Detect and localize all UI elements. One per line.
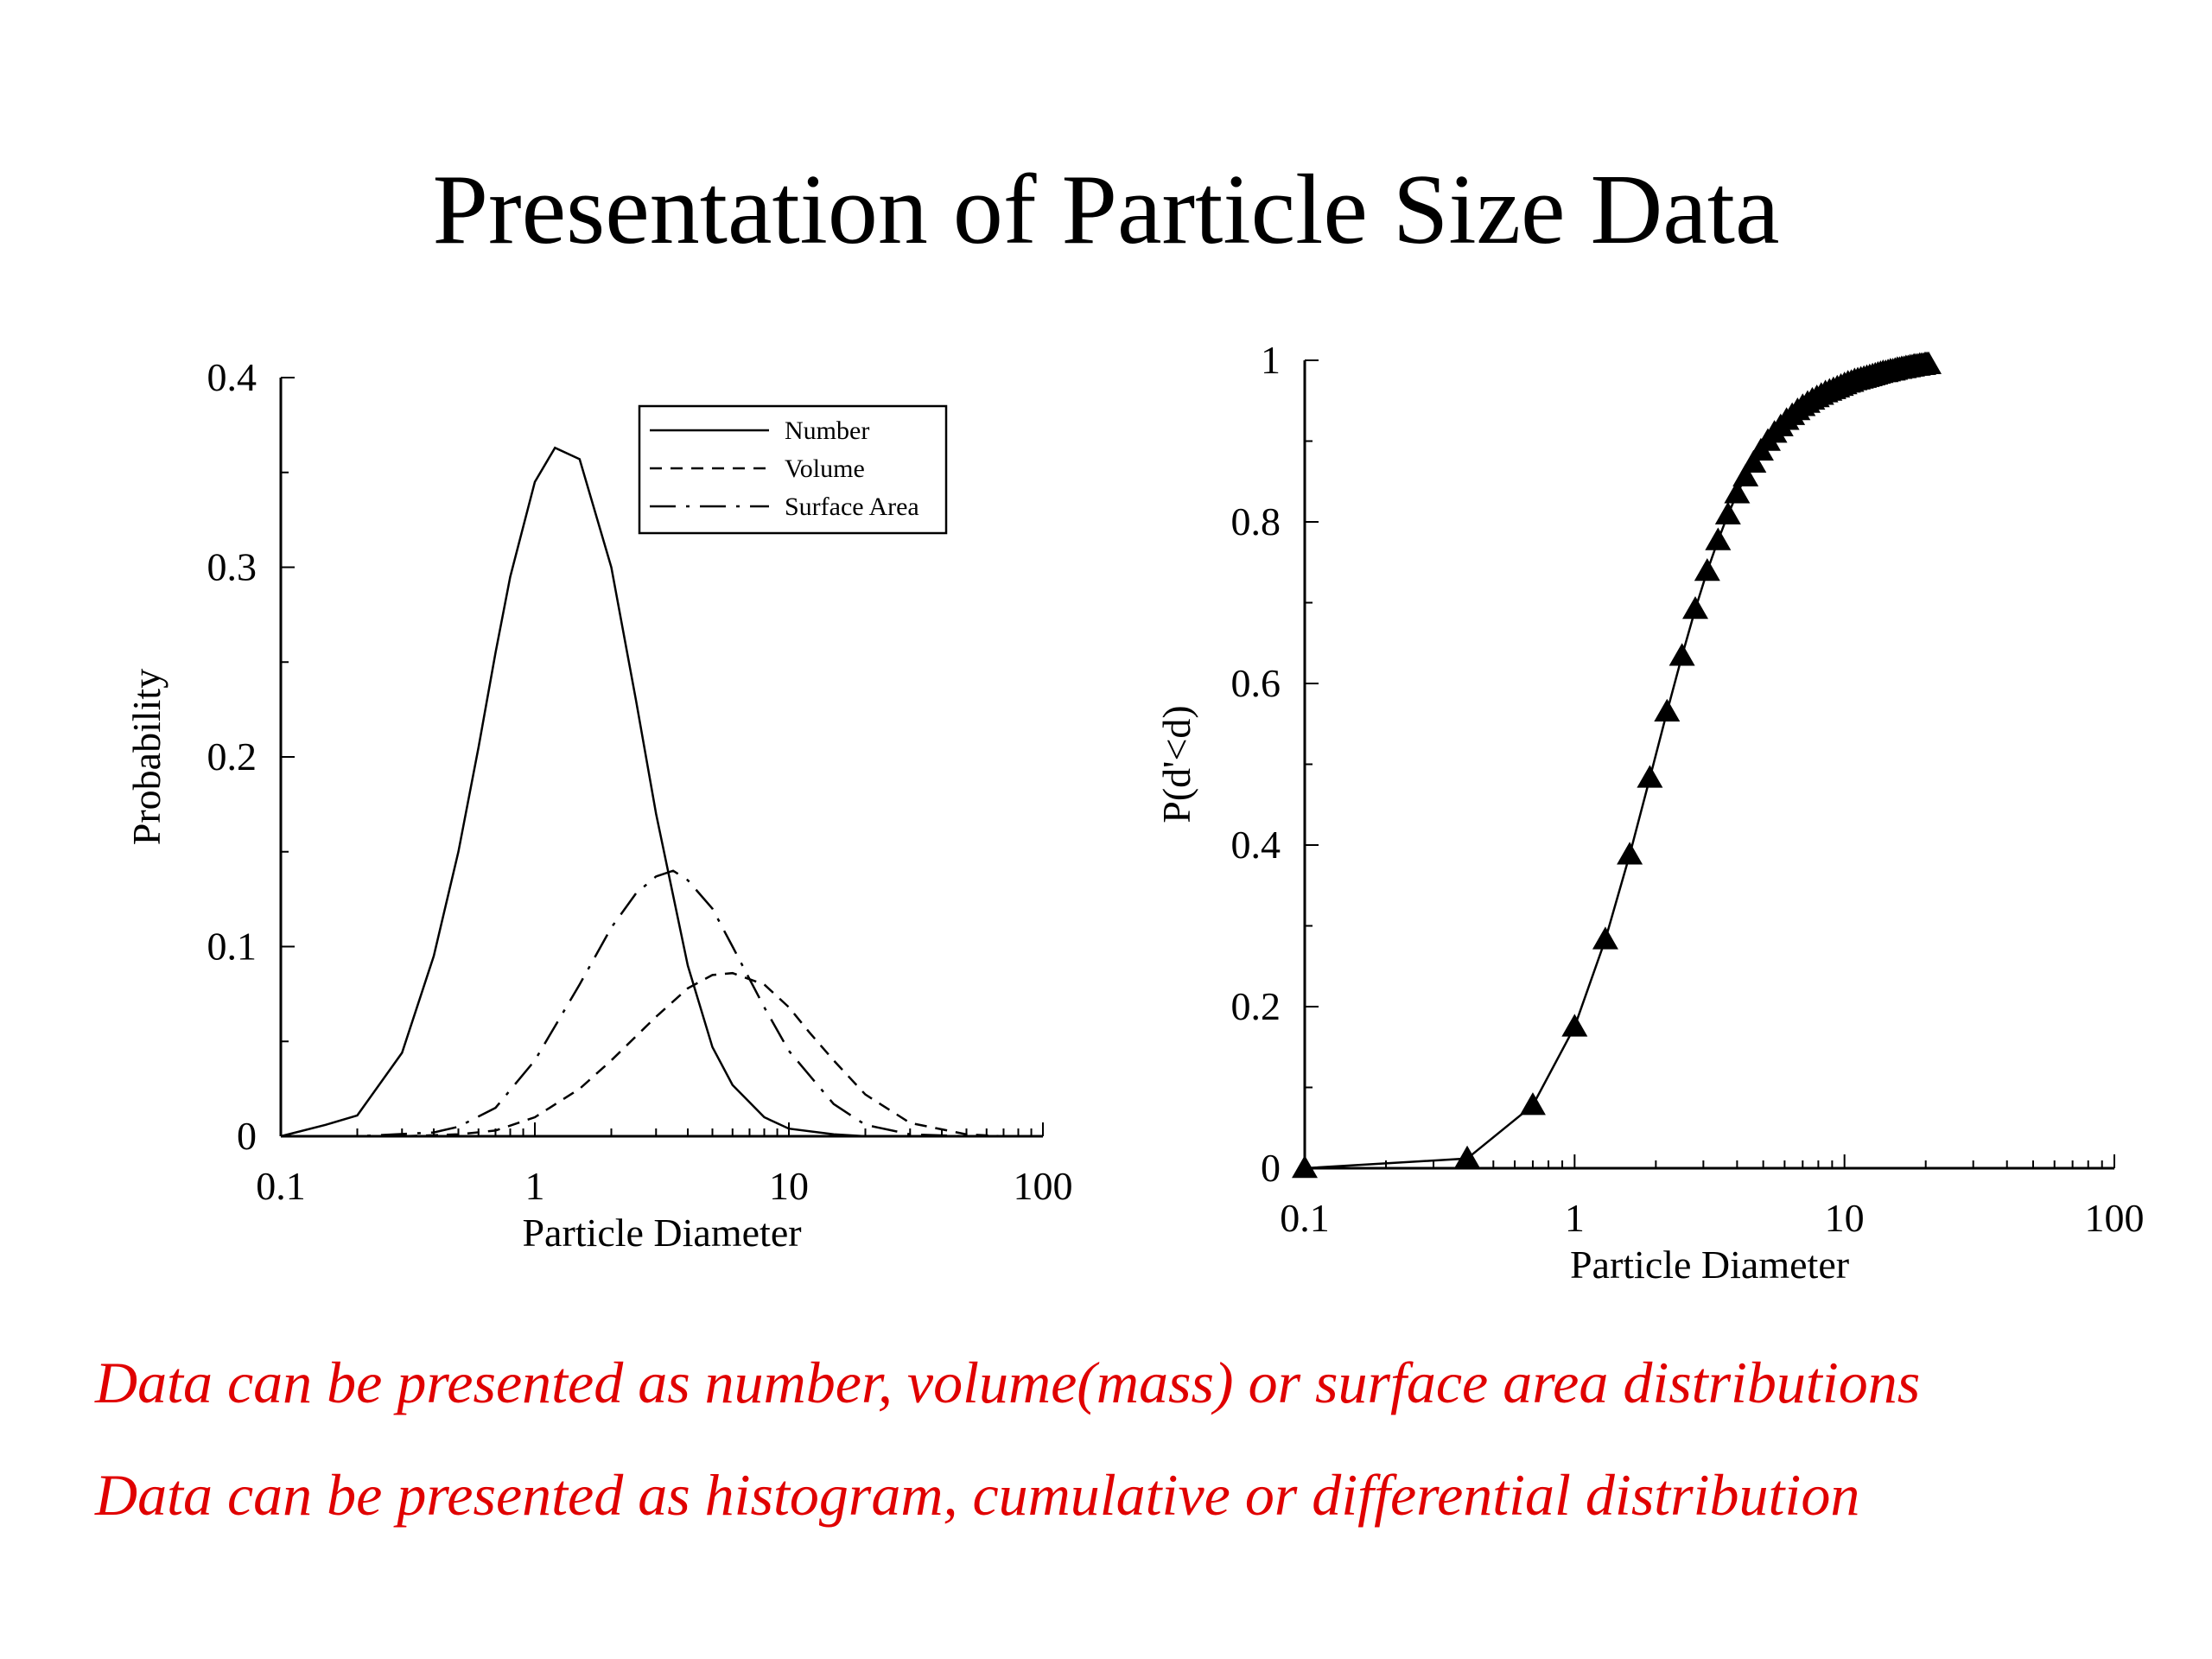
x-tick-label: 10 <box>769 1164 809 1208</box>
y-tick-label: 0.8 <box>1231 499 1281 543</box>
slide-title: Presentation of Particle Size Data <box>432 155 1780 265</box>
data-point-triangle <box>1732 463 1759 486</box>
data-point-triangle <box>1681 595 1708 620</box>
data-point-triangle <box>1654 698 1681 721</box>
x-tick-label: 0.1 <box>256 1164 306 1208</box>
y-axis-label: Probability <box>124 669 168 845</box>
data-point-triangle <box>1592 926 1618 950</box>
y-tick-label: 0.4 <box>207 355 257 399</box>
x-tick-label: 0.1 <box>1280 1196 1330 1240</box>
y-tick-label: 0.6 <box>1231 661 1281 705</box>
data-point-triangle <box>1724 480 1751 504</box>
y-tick-label: 0 <box>237 1114 257 1158</box>
data-point-triangle <box>1454 1145 1481 1169</box>
x-axis-label: Particle Diameter <box>1570 1243 1849 1287</box>
series-line-surface-area <box>281 869 1043 1138</box>
note-distribution-types: Data can be presented as number, volume(… <box>95 1350 1921 1415</box>
x-axis-label: Particle Diameter <box>522 1211 801 1255</box>
y-tick-label: 0.2 <box>1231 984 1281 1028</box>
y-tick-label: 0.3 <box>207 545 257 589</box>
series-line-number <box>280 446 1043 1138</box>
x-tick-label: 1 <box>525 1164 545 1208</box>
legend-label-volume: Volume <box>785 454 865 483</box>
chart-probability-distributions: 0.1 1 10 100 0 0.1 0.2 0.3 0.4 Particle Diameter P… <box>124 355 1073 1255</box>
data-point-triangle <box>1519 1092 1546 1116</box>
series-line-cumulative <box>1304 363 1929 1170</box>
data-point-triangle <box>1694 558 1720 582</box>
note-presentation-forms: Data can be presented as histogram, cumu… <box>95 1462 1860 1528</box>
legend-box <box>638 404 948 535</box>
data-point-triangle <box>1714 501 1741 524</box>
data-point-triangle <box>1561 1014 1588 1037</box>
legend-label-number: Number <box>785 416 869 445</box>
data-point-triangle <box>1617 842 1643 865</box>
y-tick-label: 0.2 <box>207 734 257 779</box>
y-axis-label: P(d'<d) <box>1154 705 1198 823</box>
data-point-triangle <box>1916 351 1942 374</box>
x-tick-label: 10 <box>1825 1196 1865 1240</box>
y-tick-label: 0.1 <box>207 925 257 969</box>
x-tick-label: 1 <box>1565 1196 1585 1240</box>
data-point-triangle <box>1637 765 1663 788</box>
x-tick-label: 100 <box>1014 1164 1073 1208</box>
y-tick-label: 1 <box>1261 338 1281 382</box>
x-tick-label: 100 <box>2085 1196 2145 1240</box>
y-tick-label: 0.4 <box>1231 823 1281 867</box>
data-point-triangle <box>1740 449 1767 473</box>
legend-label-surface-area: Surface Area <box>785 493 919 521</box>
data-point-triangle <box>1292 1155 1318 1179</box>
series-line-volume <box>281 971 1043 1138</box>
data-point-triangle <box>1705 527 1732 550</box>
y-tick-label: 0 <box>1261 1146 1281 1190</box>
data-point-triangle <box>1669 643 1695 666</box>
